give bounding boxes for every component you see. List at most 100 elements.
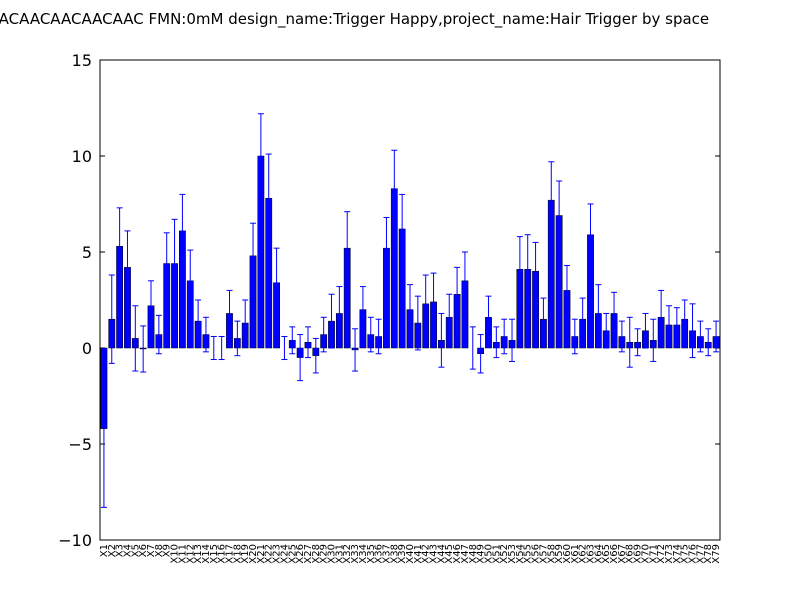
error-bar bbox=[289, 326, 296, 355]
error-bar bbox=[461, 251, 468, 311]
error-bar bbox=[556, 180, 563, 251]
error-bar bbox=[587, 203, 594, 266]
error-bar bbox=[234, 320, 241, 357]
x-tick-label: X70 bbox=[640, 544, 651, 564]
x-tick-label: X41 bbox=[413, 544, 424, 564]
x-tick-label: X79 bbox=[711, 544, 722, 564]
x-tick-label: X67 bbox=[617, 544, 628, 564]
chart-title: AACAACAACAACAAC FMN:0mM design_name:Trig… bbox=[0, 10, 709, 29]
error-bar bbox=[524, 234, 531, 305]
error-bar bbox=[383, 216, 390, 280]
x-tick-label: X58 bbox=[546, 544, 557, 564]
error-bar bbox=[611, 291, 618, 336]
error-bar bbox=[226, 289, 233, 337]
error-bar bbox=[359, 286, 366, 334]
x-tick-label: X13 bbox=[193, 544, 204, 564]
x-tick-label: X65 bbox=[601, 544, 612, 564]
error-bar bbox=[257, 113, 264, 199]
x-tick-label: X51 bbox=[491, 544, 502, 564]
x-tick-label: X75 bbox=[680, 544, 691, 564]
x-tick-label: X76 bbox=[688, 544, 699, 564]
error-bar bbox=[148, 280, 155, 332]
error-bar bbox=[595, 284, 602, 343]
error-bar bbox=[273, 247, 280, 318]
x-tick-label: X17 bbox=[224, 544, 235, 564]
error-bar bbox=[336, 286, 343, 341]
x-tick-label: X72 bbox=[656, 544, 667, 564]
error-bar bbox=[281, 335, 288, 361]
x-tick-label: X24 bbox=[279, 544, 290, 564]
error-bar bbox=[108, 274, 115, 364]
error-bar bbox=[571, 318, 578, 355]
x-tick-label: X20 bbox=[248, 544, 259, 564]
error-bar bbox=[618, 320, 625, 353]
x-tick-label: X62 bbox=[578, 544, 589, 564]
error-bar bbox=[352, 328, 359, 372]
x-tick-label: X44 bbox=[436, 544, 447, 564]
x-tick-label: X5 bbox=[130, 544, 141, 557]
x-tick-label: X19 bbox=[240, 544, 251, 564]
error-bar bbox=[367, 316, 374, 353]
error-bar bbox=[516, 236, 523, 303]
x-tick-label: X47 bbox=[460, 544, 471, 564]
error-bar bbox=[634, 328, 641, 357]
x-tick-label: X32 bbox=[342, 544, 353, 564]
x-tick-label: X63 bbox=[586, 544, 597, 564]
x-tick-label: X66 bbox=[609, 544, 620, 564]
error-bar bbox=[705, 328, 712, 357]
error-bar bbox=[250, 222, 257, 289]
error-bar bbox=[202, 316, 209, 353]
error-bar bbox=[477, 334, 484, 374]
x-tick-label: X59 bbox=[554, 544, 565, 564]
y-tick-label: −5 bbox=[68, 435, 92, 454]
x-tick-label: X37 bbox=[381, 544, 392, 564]
error-bar bbox=[171, 218, 178, 309]
error-bar bbox=[163, 232, 170, 295]
error-bar bbox=[116, 207, 123, 286]
error-bar bbox=[297, 334, 304, 382]
error-bar bbox=[375, 318, 382, 355]
error-bar bbox=[242, 299, 249, 347]
x-tick-label: X2 bbox=[107, 544, 118, 557]
error-bar bbox=[422, 274, 429, 334]
error-bar bbox=[320, 316, 327, 353]
error-bar bbox=[485, 295, 492, 339]
x-tick-label: X18 bbox=[232, 544, 243, 564]
y-tick-label: 10 bbox=[72, 147, 92, 166]
x-tick-label: X25 bbox=[287, 544, 298, 564]
error-bar bbox=[681, 299, 688, 339]
x-tick-label: X60 bbox=[562, 544, 573, 564]
x-tick-label: X43 bbox=[429, 544, 440, 564]
x-tick-label: X73 bbox=[664, 544, 675, 564]
x-tick-label: X34 bbox=[358, 544, 369, 564]
error-bar bbox=[100, 349, 107, 508]
x-tick-label: X14 bbox=[201, 544, 212, 564]
error-bar bbox=[713, 320, 720, 353]
error-bar bbox=[399, 193, 406, 265]
x-tick-label: X40 bbox=[405, 544, 416, 564]
x-tick-label: X54 bbox=[515, 544, 526, 564]
x-tick-label: X55 bbox=[523, 544, 534, 564]
y-tick-label: 15 bbox=[72, 51, 92, 70]
error-bar bbox=[132, 305, 139, 372]
error-bar bbox=[540, 297, 547, 341]
plot-frame bbox=[99, 59, 721, 541]
x-tick-label: X27 bbox=[303, 544, 314, 564]
error-bar bbox=[438, 312, 445, 368]
x-tick-label: X1 bbox=[99, 544, 110, 557]
x-tick-label: X38 bbox=[389, 544, 400, 564]
error-bar bbox=[218, 335, 225, 361]
error-bar bbox=[548, 161, 555, 240]
x-tick-label: X21 bbox=[256, 544, 267, 564]
x-tick-label: X16 bbox=[217, 544, 228, 564]
y-tick-label: 5 bbox=[82, 243, 92, 262]
error-bar bbox=[493, 326, 500, 359]
x-tick-label: X22 bbox=[264, 544, 275, 564]
x-tick-label: X26 bbox=[295, 544, 306, 564]
x-tick-label: X23 bbox=[272, 544, 283, 564]
error-bar bbox=[689, 303, 696, 359]
error-bar bbox=[391, 149, 398, 228]
x-tick-label: X36 bbox=[374, 544, 385, 564]
x-tick-label: X8 bbox=[154, 544, 165, 557]
